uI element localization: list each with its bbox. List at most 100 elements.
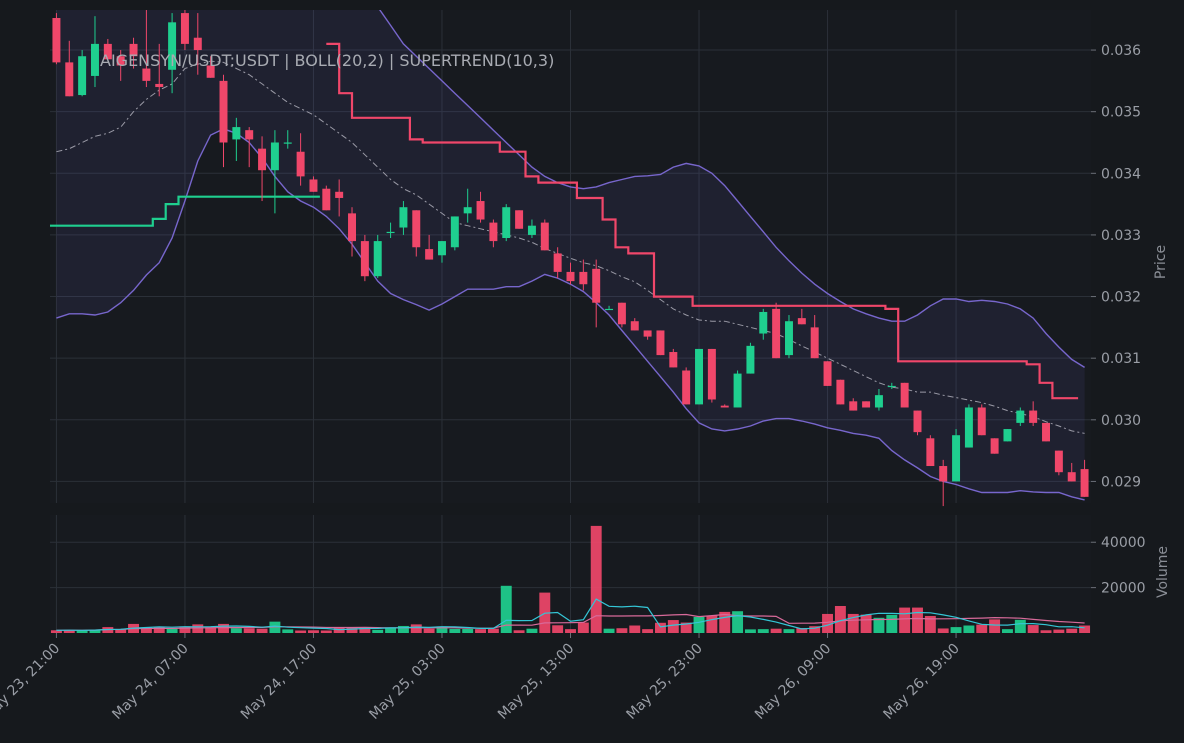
candle-body <box>733 373 742 408</box>
price-tick-label: 0.031 <box>1101 351 1141 367</box>
candle-body <box>1003 429 1012 442</box>
candle-body <box>502 207 511 239</box>
candle-body <box>669 352 678 368</box>
volume-bar <box>1066 628 1078 633</box>
candle-body <box>489 222 498 242</box>
candle-body <box>720 405 729 408</box>
candle-body <box>656 330 665 356</box>
price-tick-label: 0.035 <box>1101 105 1141 121</box>
candle-body <box>1042 422 1051 442</box>
candle-body <box>360 241 369 277</box>
volume-bar <box>912 607 923 633</box>
volume-bar <box>423 628 435 633</box>
volume-bar <box>1027 625 1039 633</box>
candle-body <box>245 130 254 140</box>
candle-body <box>527 225 536 235</box>
candle-body <box>797 318 806 325</box>
volume-bar <box>385 628 397 633</box>
volume-bar <box>205 627 217 633</box>
volume-bar <box>76 630 88 633</box>
volume-bar <box>410 624 422 633</box>
volume-bar <box>834 605 846 633</box>
volume-bar <box>308 630 319 633</box>
volume-bar <box>706 615 718 633</box>
volume-bar <box>744 629 756 633</box>
price-tick-label: 0.029 <box>1101 474 1141 490</box>
candle-body <box>579 271 588 285</box>
volume-bar <box>218 623 229 633</box>
volume-bar <box>732 611 744 633</box>
candle-body <box>322 188 331 211</box>
candle-body <box>605 308 614 311</box>
volume-tick-label: 40000 <box>1101 535 1146 551</box>
candle-body <box>103 43 112 60</box>
volume-bar <box>63 630 75 633</box>
volume-bar <box>822 613 833 633</box>
candle-body <box>129 43 138 57</box>
volume-bar <box>629 625 641 633</box>
volume-bar <box>796 628 808 633</box>
volume-bar <box>860 614 872 633</box>
candle-body <box>1029 410 1038 423</box>
candles <box>52 10 1089 507</box>
candle-body <box>707 348 716 400</box>
volume-bar <box>667 620 679 633</box>
candle-body <box>990 438 999 454</box>
candle-body <box>540 222 549 251</box>
candle-body <box>874 395 883 408</box>
candle-body <box>386 231 395 234</box>
candle-body <box>412 210 421 248</box>
candle-body <box>849 401 858 411</box>
volume-bar <box>359 627 371 633</box>
volume-bar <box>526 628 538 633</box>
candle-body <box>309 179 318 192</box>
volume-bar <box>346 627 358 633</box>
candle-body <box>258 148 267 171</box>
volume-bar <box>989 619 1001 633</box>
candle-body <box>270 142 279 171</box>
volume-bar <box>783 629 795 633</box>
candle-body <box>836 379 845 405</box>
candle-body <box>592 268 601 303</box>
candle-body <box>180 13 189 44</box>
volume-bar <box>295 630 307 633</box>
candle-body <box>219 80 228 143</box>
candle-body <box>553 253 562 272</box>
volume-bar <box>192 624 204 633</box>
candle-body <box>193 37 202 51</box>
volume-bar <box>320 630 332 633</box>
volume-bar <box>115 629 127 633</box>
candle-body <box>952 435 961 482</box>
candle-body <box>155 83 164 88</box>
candle-body <box>810 327 819 359</box>
candle-body <box>862 401 871 408</box>
volume-bar <box>372 629 384 633</box>
volume-moving-averages <box>56 598 1085 631</box>
candle-body <box>116 56 125 66</box>
candle-body <box>463 207 472 214</box>
candle-body <box>52 18 61 63</box>
candle-body <box>476 201 485 220</box>
candle-body <box>373 241 382 277</box>
volume-bar <box>487 628 499 633</box>
volume-bar <box>1079 625 1091 633</box>
volume-bar <box>153 626 165 633</box>
candle-body <box>784 321 793 356</box>
volume-bar <box>1002 629 1013 633</box>
volume-bar <box>847 613 859 633</box>
candle-body <box>746 345 755 374</box>
candle-body <box>759 311 768 334</box>
volume-bar <box>513 630 525 633</box>
volume-bar <box>1040 630 1052 633</box>
volume-bar <box>757 629 769 633</box>
candle-body <box>1054 450 1063 473</box>
candle-body <box>977 407 986 436</box>
volume-bar <box>1053 629 1065 633</box>
candle-body <box>348 213 357 242</box>
candle-body <box>232 127 241 140</box>
volume-ma-fast-line <box>56 598 1085 631</box>
candle-body <box>206 65 215 78</box>
candle-body <box>964 407 973 448</box>
